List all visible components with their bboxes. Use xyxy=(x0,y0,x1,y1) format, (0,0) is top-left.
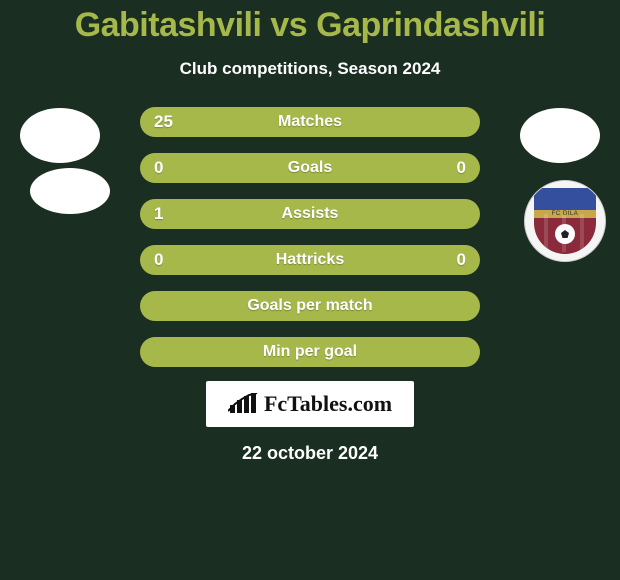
stat-label: Min per goal xyxy=(263,343,357,361)
brand-badge[interactable]: FcTables.com xyxy=(206,381,414,427)
club-crest-icon: FC DILA xyxy=(534,188,596,254)
stat-bar-goals: 0 Goals 0 xyxy=(140,153,480,183)
stat-value-left: 1 xyxy=(154,204,163,224)
stat-label: Goals xyxy=(288,159,332,177)
stat-value-right: 0 xyxy=(457,250,466,270)
stat-value-right: 0 xyxy=(457,158,466,178)
stat-label: Goals per match xyxy=(247,297,372,315)
stat-label: Hattricks xyxy=(276,251,344,269)
stat-value-left: 0 xyxy=(154,250,163,270)
player-2-club-badge: FC DILA xyxy=(524,180,606,262)
stat-label: Assists xyxy=(282,205,339,223)
stat-value-left: 25 xyxy=(154,112,173,132)
stat-value-left: 0 xyxy=(154,158,163,178)
stat-label: Matches xyxy=(278,113,342,131)
snapshot-date: 22 october 2024 xyxy=(242,443,378,464)
player-1-avatar-placeholder xyxy=(20,108,100,163)
player-1-club-placeholder xyxy=(30,168,110,214)
stats-bars: 25 Matches 0 Goals 0 1 Assists 0 Hattric… xyxy=(140,107,480,367)
stat-bar-goals-per-match: Goals per match xyxy=(140,291,480,321)
page-subtitle: Club competitions, Season 2024 xyxy=(180,59,441,79)
comparison-card: Gabitashvili vs Gaprindashvili Club comp… xyxy=(0,0,620,580)
brand-chart-icon xyxy=(228,393,258,415)
player-2-avatar-placeholder xyxy=(520,108,600,163)
stat-bar-assists: 1 Assists xyxy=(140,199,480,229)
stat-bar-hattricks: 0 Hattricks 0 xyxy=(140,245,480,275)
stat-bar-matches: 25 Matches xyxy=(140,107,480,137)
brand-text: FcTables.com xyxy=(264,391,392,417)
page-title: Gabitashvili vs Gaprindashvili xyxy=(75,6,546,45)
stat-bar-min-per-goal: Min per goal xyxy=(140,337,480,367)
